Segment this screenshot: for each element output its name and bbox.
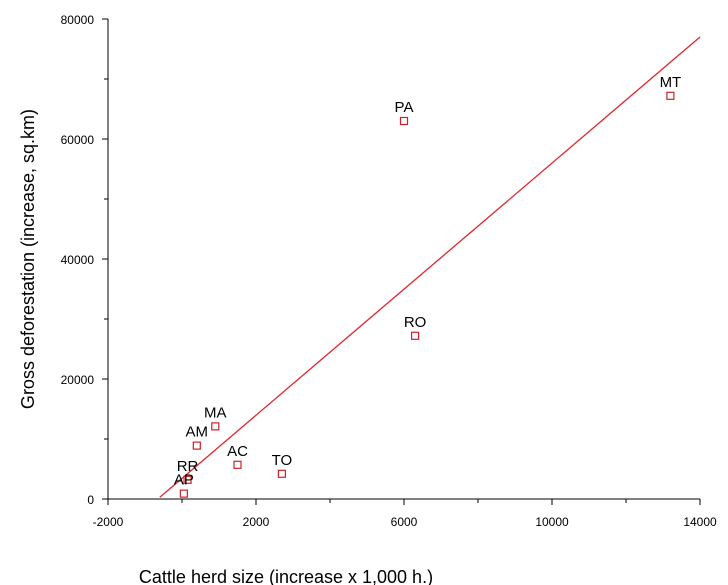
- data-point-am: [192, 441, 201, 450]
- point-label-ma: MA: [204, 404, 227, 421]
- fit-line-group: [159, 36, 701, 498]
- x-tick-label: 14000: [683, 515, 717, 529]
- point-label-ac: AC: [227, 443, 248, 460]
- point-label-pa: PA: [395, 99, 414, 116]
- x-tick-label: 10000: [535, 515, 569, 529]
- x-tick-label: 2000: [243, 515, 270, 529]
- data-point-ac: [233, 460, 242, 469]
- y-tick-label: 20000: [61, 373, 95, 387]
- x-tick-label: -2000: [93, 515, 124, 529]
- data-point-ro: [411, 331, 420, 340]
- point-label-ro: RO: [404, 314, 427, 331]
- x-tick-label: 6000: [391, 515, 418, 529]
- point-label-ap: AP: [174, 472, 194, 489]
- y-axis-title: Gross deforestation (increase, sq.km): [18, 109, 38, 409]
- data-point-to: [277, 469, 286, 478]
- regression-line: [159, 36, 701, 498]
- point-label-am: AM: [186, 424, 209, 441]
- point-label-rr: RR: [177, 458, 199, 475]
- data-point-mt: [666, 91, 675, 100]
- y-tick-label: 80000: [61, 13, 95, 27]
- y-tick-label: 0: [87, 493, 94, 507]
- data-point-ma: [211, 422, 220, 431]
- point-label-mt: MT: [660, 74, 682, 91]
- x-ticks: -2000 2000 6000 10000 14000: [93, 499, 717, 529]
- point-label-to: TO: [272, 452, 293, 469]
- data-point-rr: [183, 475, 192, 484]
- y-tick-label: 40000: [61, 253, 95, 267]
- data-point-ap: [179, 489, 188, 498]
- y-ticks: 0 20000 40000 60000 80000: [61, 13, 108, 507]
- data-point-pa: [399, 116, 409, 126]
- y-tick-label: 60000: [61, 133, 95, 147]
- x-axis-title: Cattle herd size (increase x 1,000 h.): [139, 567, 433, 585]
